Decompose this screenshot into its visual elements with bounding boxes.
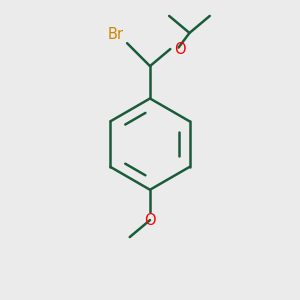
Text: Br: Br	[108, 27, 124, 42]
Text: O: O	[174, 41, 185, 56]
Text: O: O	[144, 213, 156, 228]
